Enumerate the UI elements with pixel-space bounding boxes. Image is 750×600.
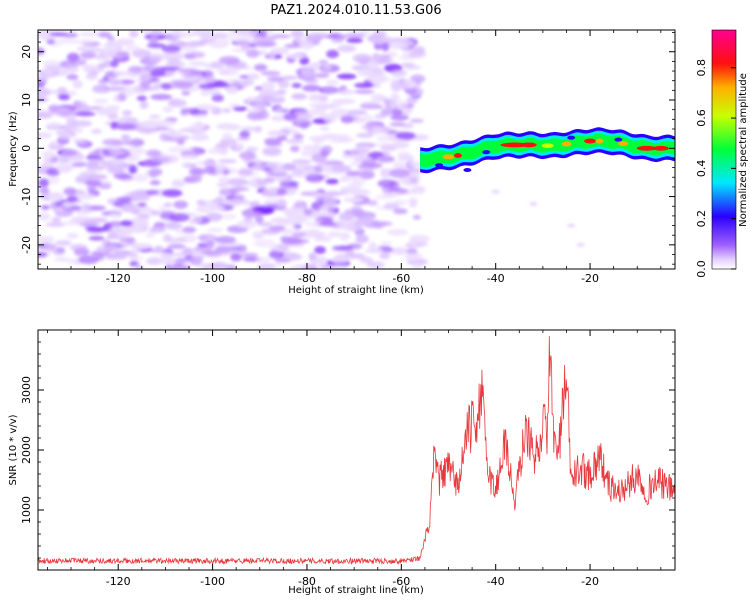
colorbar-tick-label: 0.0 [695, 260, 708, 278]
x-tick-label: -120 [106, 575, 131, 588]
x-tick-label: -40 [487, 575, 505, 588]
x-tick-label: -20 [581, 272, 599, 285]
y-tick-label: -20 [20, 236, 33, 254]
y-tick-label: 0 [20, 145, 33, 152]
top-y-axis-label: Frequency (Hz) [8, 111, 19, 187]
snr-series-line [38, 336, 675, 565]
ridge-hotspot [584, 138, 597, 144]
figure-title: PAZ1.2024.010.11.53.G06 [270, 3, 441, 18]
ridge-hotspot [652, 145, 669, 151]
noise-region [38, 30, 585, 269]
ridge-hotspot [636, 145, 657, 151]
top-y-axis: -20 -10 0 10 20 [20, 32, 675, 265]
colorbar-tick-label: 0.2 [695, 210, 708, 228]
bottom-x-axis: -120 -100 -80 -60 -40 -20 [47, 330, 662, 588]
x-tick-label: -80 [298, 272, 316, 285]
y-tick-label: 3000 [20, 376, 33, 404]
signal-ridge [420, 127, 675, 174]
x-tick-label: -100 [200, 272, 225, 285]
bottom-plot-frame [37, 329, 676, 571]
ridge-hotspot [541, 143, 554, 149]
colorbar: 0.0 0.2 0.4 0.6 0.8 Normalized spectral ampl… [695, 29, 749, 278]
ridge-hotspot [520, 142, 537, 148]
colorbar-ticks: 0.0 0.2 0.4 0.6 0.8 [695, 59, 736, 278]
colorbar-tick-label: 0.8 [695, 59, 708, 77]
top-plot-frame [37, 29, 676, 270]
x-tick-label: -60 [392, 272, 410, 285]
y-tick-label: 10 [20, 93, 33, 107]
bottom-x-axis-label: Height of straight line (km) [288, 585, 424, 596]
ridge-hotspot [500, 142, 529, 148]
y-tick-label: 20 [20, 45, 33, 59]
bottom-y-axis: 1000 2000 3000 [20, 341, 675, 559]
snr-panel: -120 -100 -80 -60 -40 -20 1000 2000 3000 Height… [8, 329, 676, 596]
ridge-hotspot [618, 141, 629, 146]
x-tick-label: -80 [298, 575, 316, 588]
y-tick-label: -10 [20, 188, 33, 206]
ridge-hotspot [595, 138, 604, 144]
colorbar-tick-label: 0.6 [695, 109, 708, 127]
colorbar-gradient [712, 30, 736, 269]
top-x-axis: -120 -100 -80 -60 -40 -20 [47, 30, 662, 285]
y-tick-label: 2000 [20, 436, 33, 464]
x-tick-label: -60 [392, 575, 410, 588]
y-tick-label: 1000 [20, 496, 33, 524]
x-tick-label: -20 [581, 575, 599, 588]
x-tick-label: -40 [487, 272, 505, 285]
ridge-hotspot [561, 141, 572, 147]
ridge-hotspot [453, 153, 462, 158]
ridge-hotspot [442, 154, 455, 160]
colorbar-tick-label: 0.4 [695, 160, 708, 178]
bottom-y-axis-label: SNR (10 * v/v) [8, 414, 19, 485]
x-tick-label: -100 [200, 575, 225, 588]
top-x-axis-label: Height of straight line (km) [288, 285, 424, 296]
colorbar-label: Normalized spectral amplitude [738, 73, 749, 227]
x-tick-label: -120 [106, 272, 131, 285]
ridge-inner-band [420, 133, 675, 167]
